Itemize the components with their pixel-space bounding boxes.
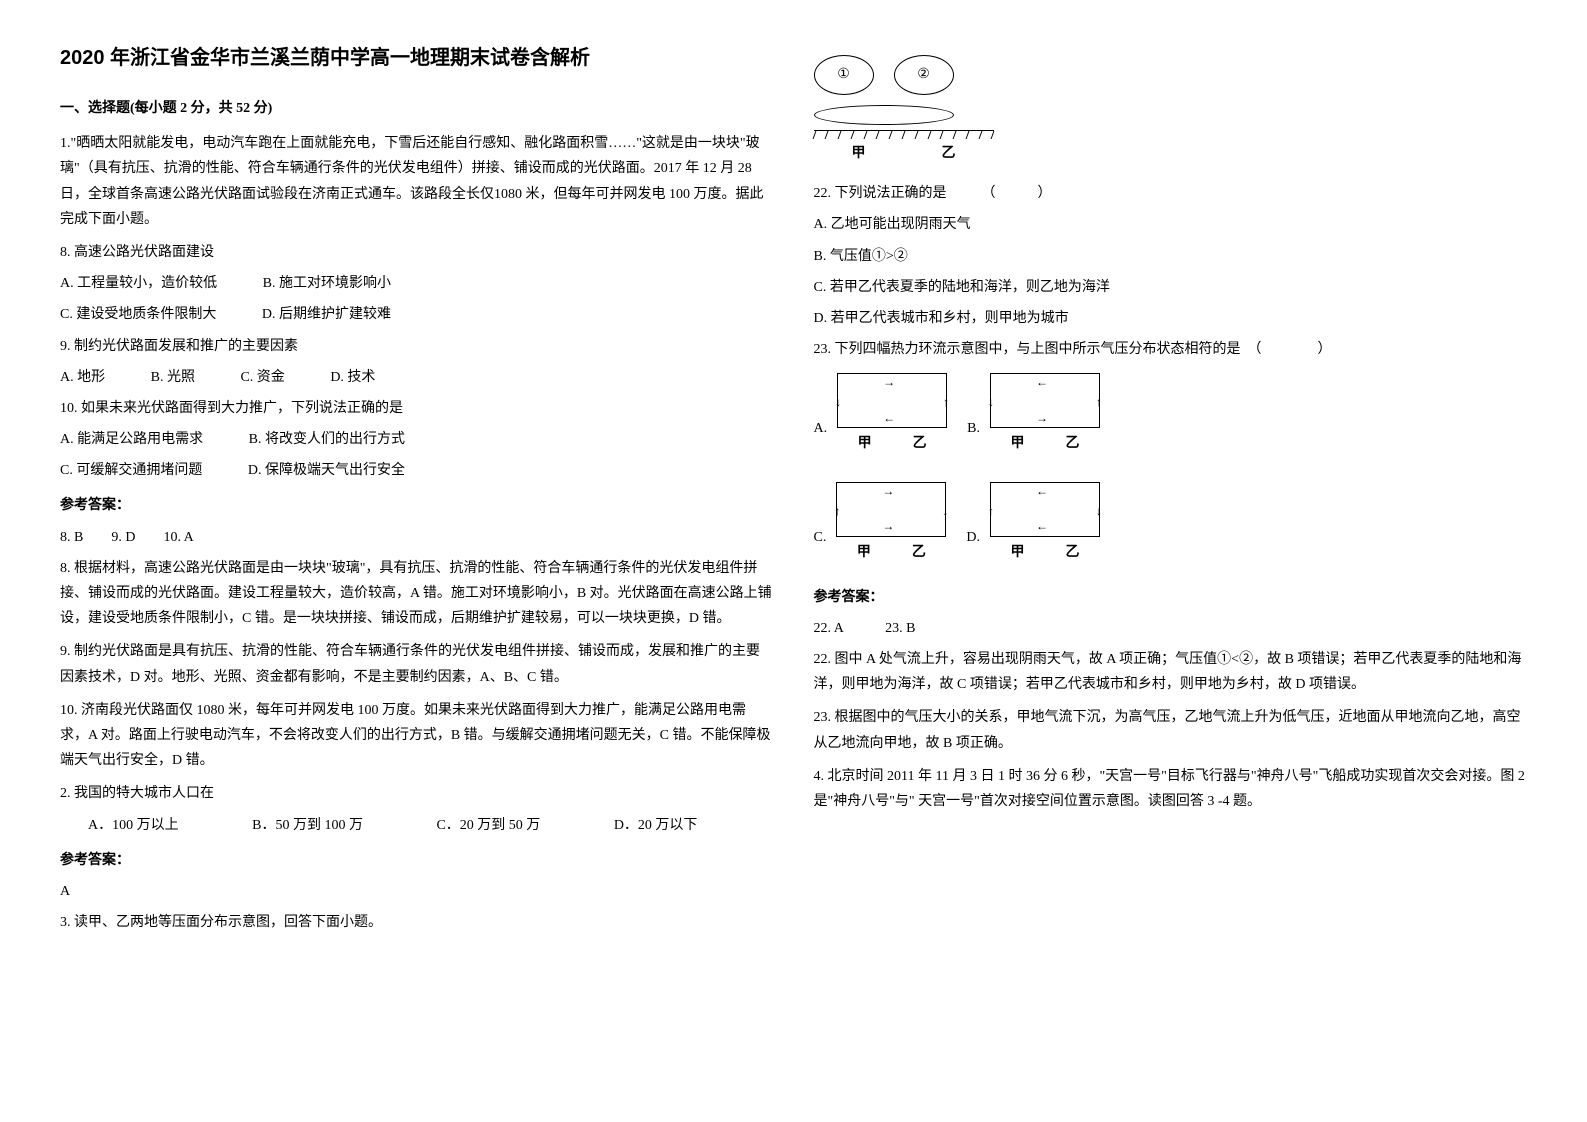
circle-1-label: ① (837, 62, 850, 87)
circ-diagram-c: → → ↑ ↓ 甲 乙 (836, 482, 946, 565)
q23-opt-c-label: C. (814, 525, 827, 550)
label-jia: 甲 (852, 141, 866, 166)
q8-text: 8. 高速公路光伏路面建设 (60, 240, 774, 265)
right-column: ① ② 甲 乙 22. 下列说法正确的是 （ ） A. 乙地可能出现阴雨天气 B… (814, 40, 1528, 941)
q9-text: 9. 制约光伏路面发展和推广的主要因素 (60, 334, 774, 359)
q23-opt-d-label: D. (966, 525, 980, 550)
q2-opt-a: A．100 万以上 (88, 818, 179, 833)
q2-opt-c: C．20 万到 50 万 (436, 818, 540, 833)
q2-text: 2. 我国的特大城市人口在 (60, 781, 774, 806)
exam-page: 2020 年浙江省金华市兰溪兰荫中学高一地理期末试卷含解析 一、选择题(每小题 … (60, 40, 1527, 941)
ellipse-row (814, 105, 1528, 125)
circle-2: ② (894, 55, 954, 95)
q2-opt-b: B．50 万到 100 万 (252, 818, 363, 833)
circ-b-jia: 甲 (1010, 431, 1024, 456)
circ-row-2: C. → → ↑ ↓ 甲 乙 D. ← ← ↑ ↓ (814, 477, 1528, 570)
q10-opt-a: A. 能满足公路用电需求 (60, 432, 203, 447)
q23-opt-b-label: B. (967, 416, 980, 441)
circ-d-jia: 甲 (1010, 540, 1024, 565)
q9-explain: 9. 制约光伏路面是具有抗压、抗滑的性能、符合车辆通行条件的光伏发电组件拼接、铺… (60, 639, 774, 689)
q22-opt-d: D. 若甲乙代表城市和乡村，则甲地为城市 (814, 306, 1528, 331)
q22-opt-b: B. 气压值①>② (814, 244, 1528, 269)
circle-2-label: ② (917, 62, 930, 87)
circle-1: ① (814, 55, 874, 95)
q2-answer: A (60, 879, 774, 904)
q2223-answer-line: 22. A 23. B (814, 616, 1528, 641)
q9-opt-d: D. 技术 (330, 370, 375, 385)
circ-diagram-a: → ← ↓ ↑ 甲 乙 (837, 373, 947, 456)
q22-opt-c: C. 若甲乙代表夏季的陆地和海洋，则乙地为海洋 (814, 275, 1528, 300)
section-1-header: 一、选择题(每小题 2 分，共 52 分) (60, 96, 774, 121)
q8-opt-a: A. 工程量较小，造价较低 (60, 276, 217, 291)
q10-opt-c: C. 可缓解交通拥堵问题 (60, 463, 202, 478)
q8-opt-c: C. 建设受地质条件限制大 (60, 307, 216, 322)
q9-opt-b: B. 光照 (151, 370, 195, 385)
q10-opt-b: B. 将改变人们的出行方式 (249, 432, 405, 447)
q22-text: 22. 下列说法正确的是 （ ） (814, 181, 1528, 206)
pressure-diagram: ① ② 甲 乙 (814, 55, 1528, 166)
circ-a-yi: 乙 (913, 431, 927, 456)
q2-opt-d: D．20 万以下 (614, 818, 698, 833)
circ-a-jia: 甲 (858, 431, 872, 456)
q2223-answer-header: 参考答案： (814, 585, 1528, 610)
q23-opt-a-label: A. (814, 416, 828, 441)
circle-pair: ① ② (814, 55, 1528, 95)
circ-diagram-d: ← ← ↑ ↓ 甲 乙 (990, 482, 1100, 565)
hatching (814, 131, 994, 139)
q8-options-row2: C. 建设受地质条件限制大 D. 后期维护扩建较难 (60, 302, 774, 327)
circ-row-1: A. → ← ↓ ↑ 甲 乙 B. ← → ↓ ↑ (814, 368, 1528, 461)
q23-explain: 23. 根据图中的气压大小的关系，甲地气流下沉，为高气压，乙地气流上升为低气压，… (814, 705, 1528, 755)
q10-options-row2: C. 可缓解交通拥堵问题 D. 保障极端天气出行安全 (60, 458, 774, 483)
q8-opt-d: D. 后期维护扩建较难 (262, 307, 391, 322)
circ-diagram-b: ← → ↓ ↑ 甲 乙 (990, 373, 1100, 456)
q2-options: A．100 万以上 B．50 万到 100 万 C．20 万到 50 万 D．2… (60, 813, 774, 838)
circ-b-yi: 乙 (1065, 431, 1079, 456)
q10-opt-d: D. 保障极端天气出行安全 (248, 463, 405, 478)
ground-labels: 甲 乙 (814, 141, 994, 166)
q10-explain: 10. 济南段光伏路面仅 1080 米，每年可并网发电 100 万度。如果未来光… (60, 698, 774, 774)
label-yi: 乙 (942, 141, 956, 166)
q22-explain: 22. 图中 A 处气流上升，容易出现阴雨天气，故 A 项正确；气压值①<②，故… (814, 647, 1528, 697)
q22-opt-a: A. 乙地可能出现阴雨天气 (814, 212, 1528, 237)
q9-options: A. 地形 B. 光照 C. 资金 D. 技术 (60, 365, 774, 390)
q10-options-row1: A. 能满足公路用电需求 B. 将改变人们的出行方式 (60, 427, 774, 452)
q9-opt-a: A. 地形 (60, 370, 105, 385)
q1-intro: 1."晒晒太阳就能发电，电动汽车跑在上面就能充电，下雪后还能自行感知、融化路面积… (60, 131, 774, 232)
circ-c-yi: 乙 (912, 540, 926, 565)
ellipse-flat (814, 105, 954, 125)
q10-text: 10. 如果未来光伏路面得到大力推广，下列说法正确的是 (60, 396, 774, 421)
circ-d-yi: 乙 (1065, 540, 1079, 565)
q2-answer-header: 参考答案： (60, 848, 774, 873)
exam-title: 2020 年浙江省金华市兰溪兰荫中学高一地理期末试卷含解析 (60, 40, 774, 76)
q1-answer-header: 参考答案： (60, 493, 774, 518)
circ-c-jia: 甲 (857, 540, 871, 565)
q3-text: 3. 读甲、乙两地等压面分布示意图，回答下面小题。 (60, 910, 774, 935)
q9-opt-c: C. 资金 (240, 370, 284, 385)
q8-explain: 8. 根据材料，高速公路光伏路面是由一块块"玻璃"，具有抗压、抗滑的性能、符合车… (60, 556, 774, 632)
q1-answer-line: 8. B 9. D 10. A (60, 525, 774, 550)
left-column: 2020 年浙江省金华市兰溪兰荫中学高一地理期末试卷含解析 一、选择题(每小题 … (60, 40, 774, 941)
q4-text: 4. 北京时间 2011 年 11 月 3 日 1 时 36 分 6 秒，"天宫… (814, 764, 1528, 814)
q8-opt-b: B. 施工对环境影响小 (263, 276, 391, 291)
q23-text: 23. 下列四幅热力环流示意图中，与上图中所示气压分布状态相符的是 （ ） (814, 337, 1528, 362)
q8-options-row1: A. 工程量较小，造价较低 B. 施工对环境影响小 (60, 271, 774, 296)
